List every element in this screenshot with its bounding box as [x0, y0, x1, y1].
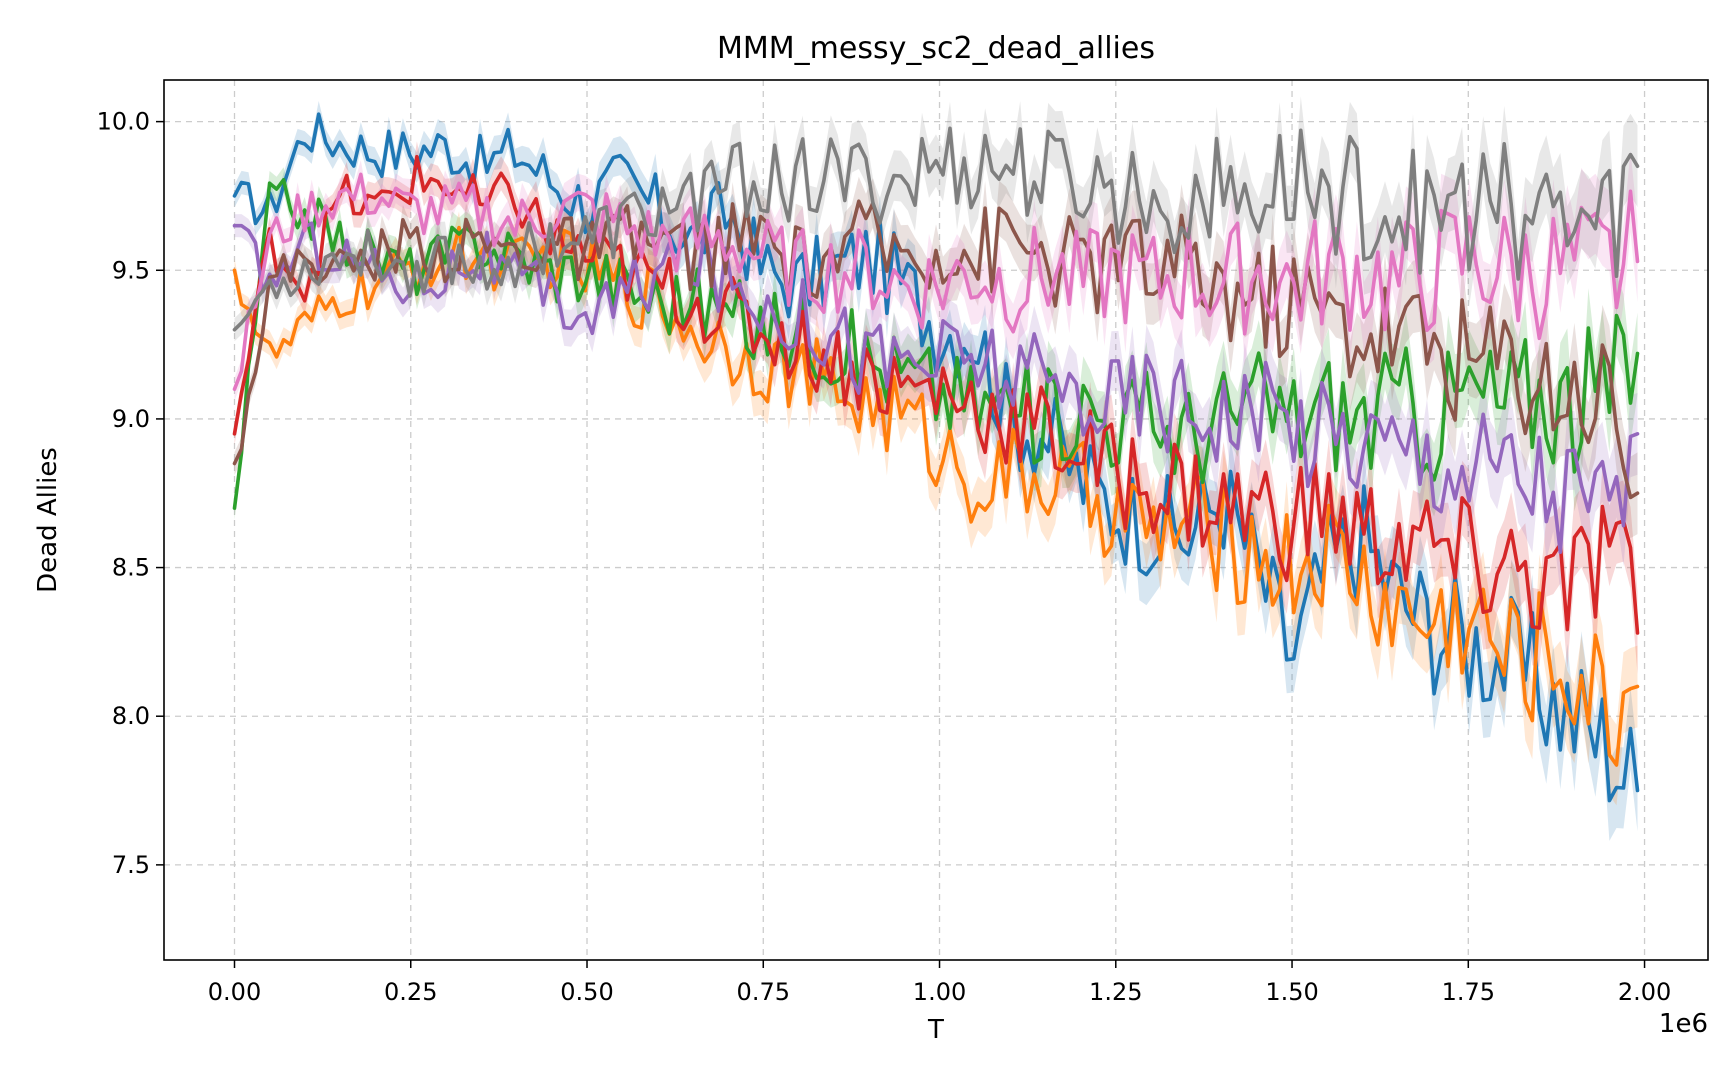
y-tick-label: 10.0	[97, 108, 150, 136]
series-line	[232, 126, 1640, 332]
series-band	[234, 96, 1638, 342]
series-layer	[232, 112, 1640, 803]
x-offset-label: 1e6	[1659, 1009, 1708, 1039]
chart-title: MMM_messy_sc2_dead_allies	[717, 31, 1155, 66]
y-axis-title: Dead Allies	[33, 447, 63, 593]
x-tick-label: 1.00	[913, 978, 966, 1006]
x-axis-title: T	[927, 1015, 944, 1045]
series-band	[234, 211, 1638, 806]
x-tick-label: 1.75	[1442, 978, 1495, 1006]
x-tick-label: 0.00	[208, 978, 261, 1006]
x-tick-label: 2.00	[1618, 978, 1671, 1006]
series-line	[232, 154, 1640, 635]
series-band	[234, 167, 1638, 520]
series-line	[232, 199, 1640, 500]
y-tick-label: 7.5	[112, 851, 150, 879]
x-tick-label: 0.25	[384, 978, 437, 1006]
x-tick-label: 0.75	[737, 978, 790, 1006]
tick-layer: 0.00 0.25 0.50 0.75 1.00 1.25 1.50 1.75 2.00 7.5 8…	[97, 108, 1672, 1006]
y-tick-label: 9.5	[112, 256, 150, 284]
series-band	[234, 150, 1638, 401]
series-band	[234, 203, 1638, 592]
y-tick-label: 9.0	[112, 405, 150, 433]
plot-frame	[163, 79, 1709, 961]
x-tick-label: 1.50	[1265, 978, 1318, 1006]
y-tick-label: 8.5	[112, 554, 150, 582]
x-tick-label: 0.50	[560, 978, 613, 1006]
y-tick-label: 8.0	[112, 702, 150, 730]
x-tick-label: 1.25	[1089, 978, 1142, 1006]
